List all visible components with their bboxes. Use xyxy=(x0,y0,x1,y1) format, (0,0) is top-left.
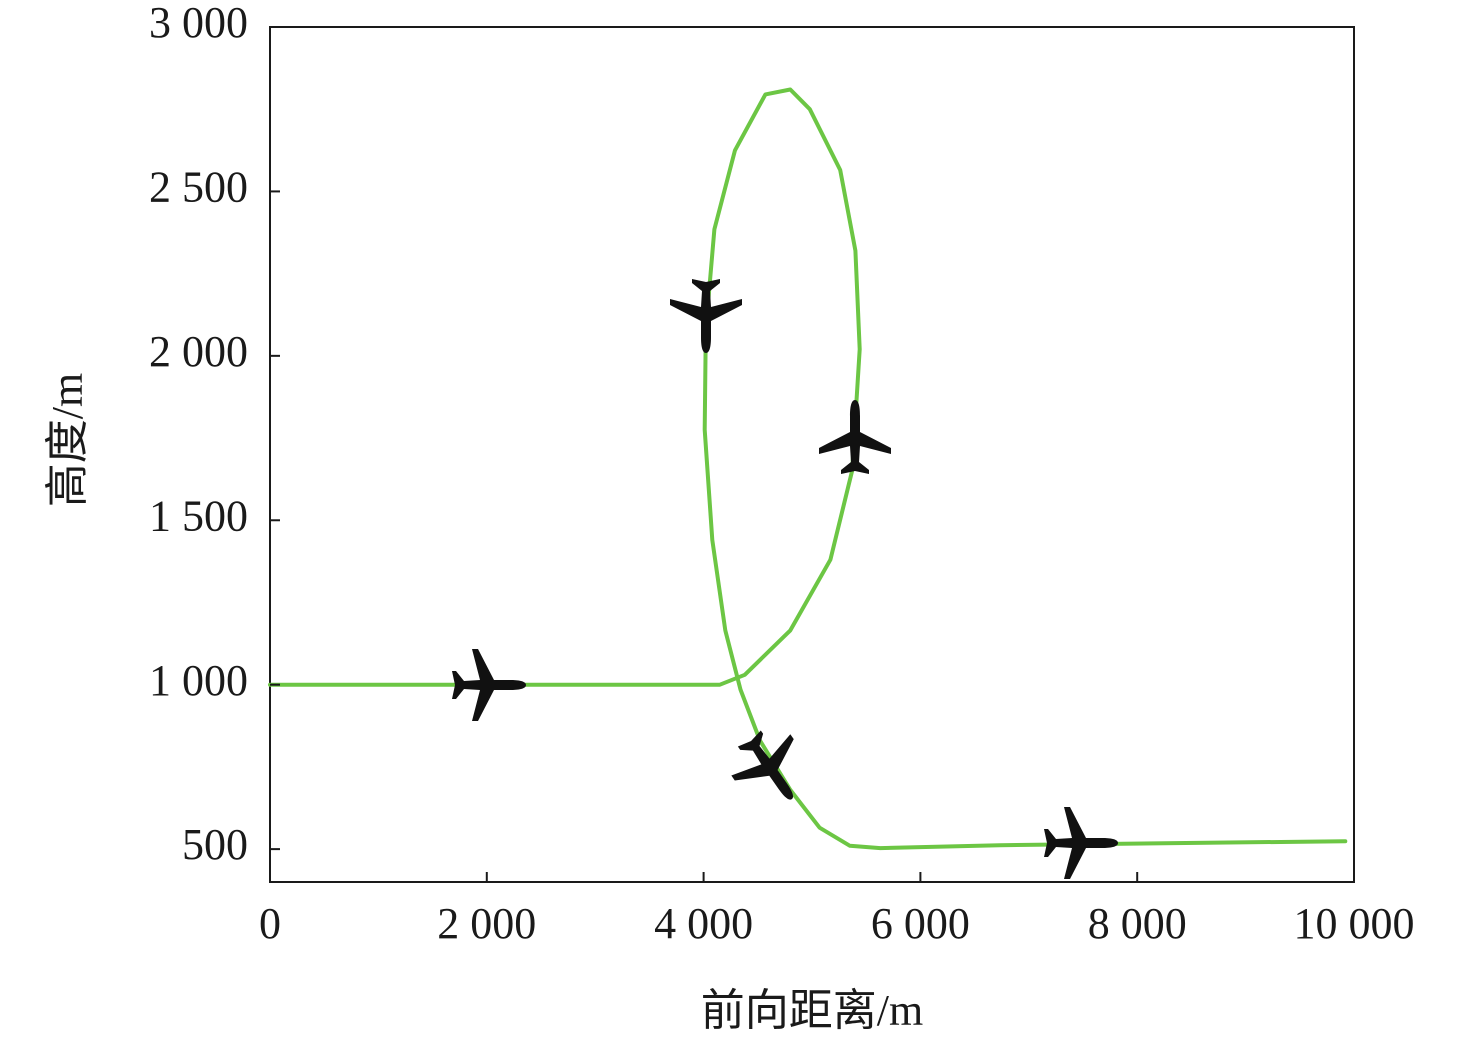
y-tick-label: 2 500 xyxy=(149,163,248,212)
y-tick-label: 3 000 xyxy=(149,0,248,47)
x-tick-label: 4 000 xyxy=(654,899,753,948)
airplane xyxy=(819,400,891,474)
y-tick-label: 500 xyxy=(182,820,248,869)
x-tick-label: 6 000 xyxy=(871,899,970,948)
y-tick-label: 1 500 xyxy=(149,491,248,540)
x-tick-label: 10 000 xyxy=(1294,899,1415,948)
airplane-icons xyxy=(452,279,1118,879)
airplane xyxy=(452,649,526,721)
x-axis-label: 前向距离/m xyxy=(701,986,923,1035)
x-tick-label: 8 000 xyxy=(1088,899,1187,948)
y-tick-label: 1 000 xyxy=(149,656,248,705)
x-tick-label: 2 000 xyxy=(437,899,536,948)
airplane xyxy=(670,279,742,353)
data-layer xyxy=(268,87,1348,851)
plot-frame xyxy=(269,26,1355,883)
trajectory-line xyxy=(268,87,1348,851)
y-tick-label: 2 000 xyxy=(149,327,248,376)
airplane xyxy=(731,730,794,800)
airplane xyxy=(1044,807,1118,879)
x-tick-label: 0 xyxy=(259,899,281,948)
y-axis-label: 高度/m xyxy=(43,373,92,507)
